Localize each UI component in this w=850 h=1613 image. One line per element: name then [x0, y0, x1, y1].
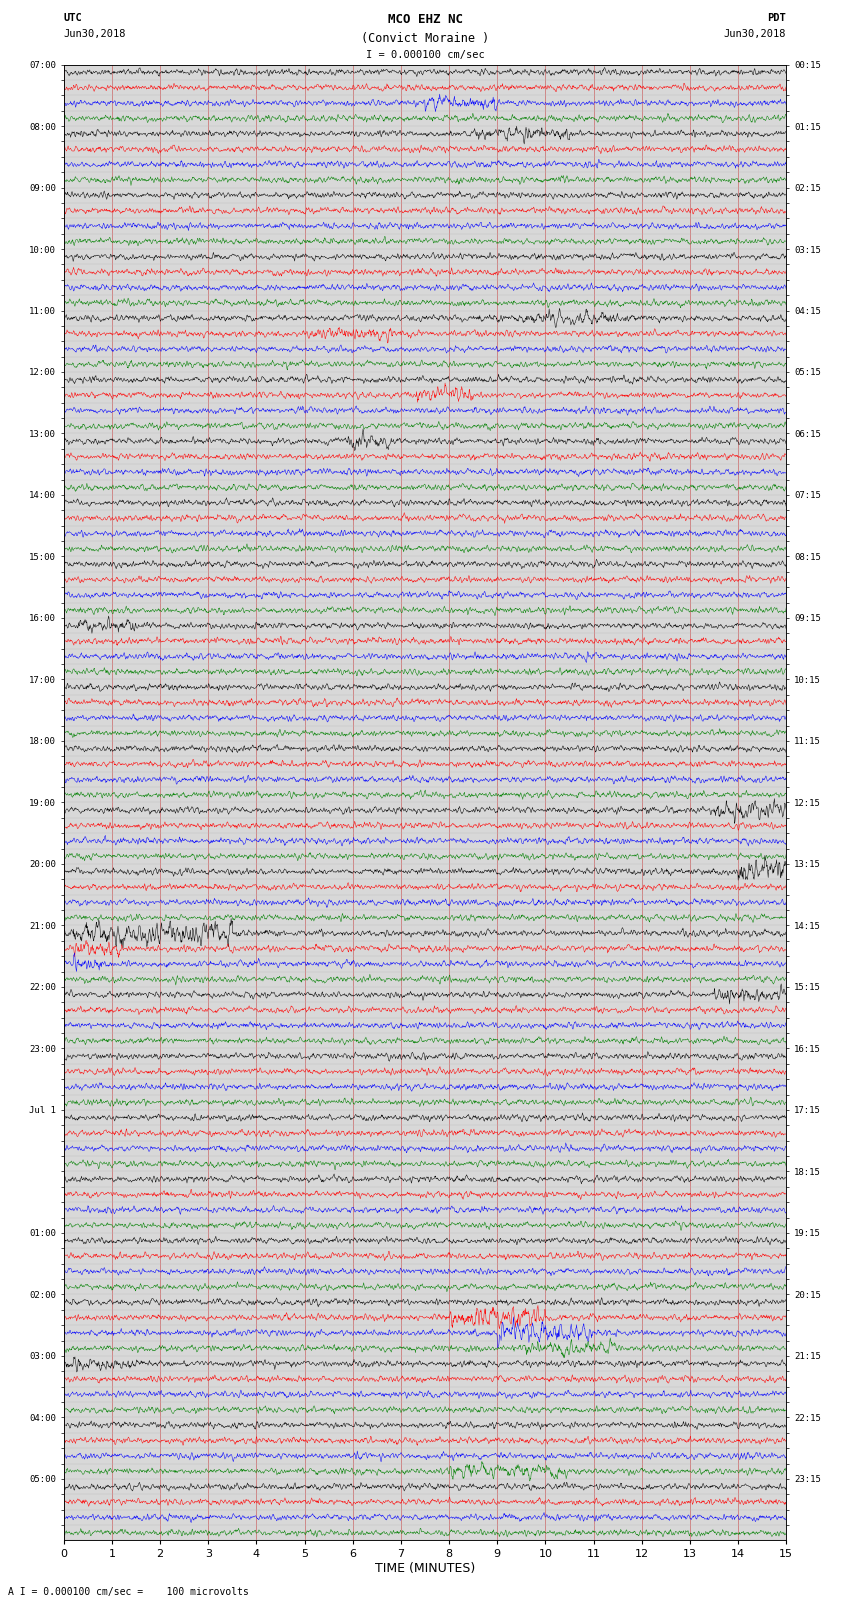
Text: I = 0.000100 cm/sec: I = 0.000100 cm/sec [366, 50, 484, 60]
Text: MCO EHZ NC: MCO EHZ NC [388, 13, 462, 26]
Text: Jun30,2018: Jun30,2018 [64, 29, 127, 39]
Text: (Convict Moraine ): (Convict Moraine ) [361, 32, 489, 45]
Text: PDT: PDT [768, 13, 786, 23]
Text: A I = 0.000100 cm/sec =    100 microvolts: A I = 0.000100 cm/sec = 100 microvolts [8, 1587, 249, 1597]
Text: Jun30,2018: Jun30,2018 [723, 29, 786, 39]
Text: UTC: UTC [64, 13, 82, 23]
X-axis label: TIME (MINUTES): TIME (MINUTES) [375, 1563, 475, 1576]
